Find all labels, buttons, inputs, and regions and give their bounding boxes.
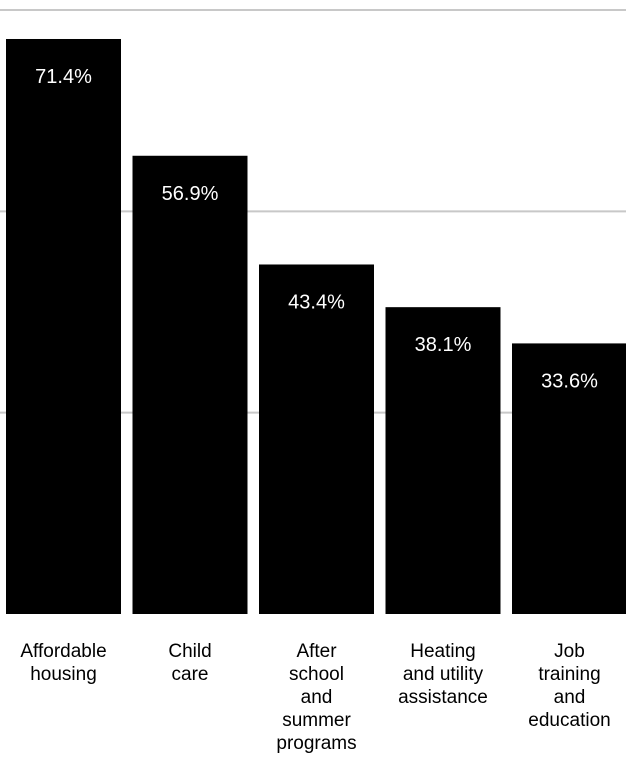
category-label-3-line-1: After [296,641,337,662]
category-label-2-line-2: care [172,664,209,685]
bars [6,38,626,615]
category-label-4-line-2: and utility [403,664,484,685]
category-label-2-line-1: Child [168,641,211,662]
bar-2 [132,155,248,615]
category-label-5-line-4: education [528,710,610,731]
bar-5 [512,343,626,614]
value-label-2: 56.9% [162,183,219,205]
category-labels: AffordablehousingChildcareAfterschooland… [20,641,610,754]
category-label-4-line-3: assistance [398,687,488,708]
value-label-1: 71.4% [35,66,92,88]
value-label-4: 38.1% [415,334,472,356]
category-label-4-line-1: Heating [410,641,476,662]
category-label-3-line-5: programs [276,733,356,754]
bar-4 [385,307,501,614]
category-label-5-line-1: Job [554,641,585,662]
bar-1 [6,38,121,614]
category-label-1-line-1: Affordable [20,641,106,662]
category-label-1-line-2: housing [30,664,97,685]
value-label-3: 43.4% [288,291,345,313]
category-label-3-line-3: and [301,687,333,708]
value-labels: 71.4% 56.9% 43.4% 38.1% 33.6% [35,66,598,392]
category-label-3-line-4: summer [282,710,351,731]
category-label-5-line-2: training [538,664,600,685]
value-label-5: 33.6% [541,370,598,392]
bar-3 [259,264,374,614]
category-label-3-line-2: school [289,664,344,685]
category-label-5-line-3: and [554,687,586,708]
